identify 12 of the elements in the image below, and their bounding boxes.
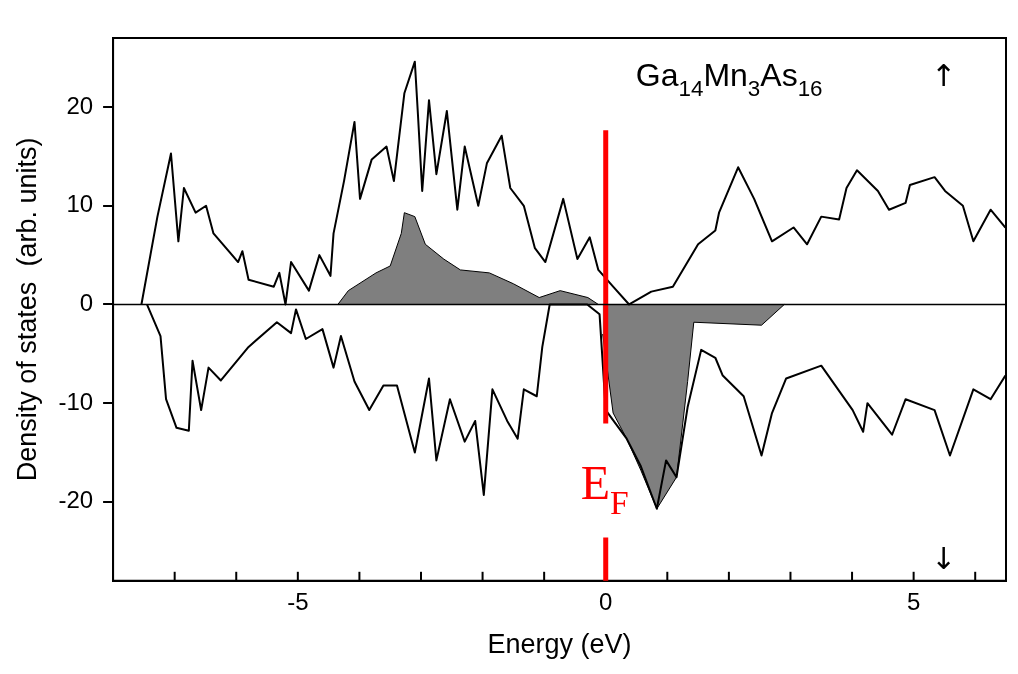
y-tick-label: 10: [66, 190, 94, 218]
annotation: ↓: [930, 540, 957, 576]
x-tick-label: 5: [906, 587, 921, 615]
y-tick-label: 20: [66, 91, 94, 119]
y-tick-label: 0: [79, 289, 94, 317]
y-tick-label: -10: [58, 387, 94, 415]
y-tick-label: -20: [58, 486, 94, 514]
x-axis-title: Energy (eV): [487, 629, 632, 660]
x-tick-label: 0: [599, 587, 613, 615]
x-tick-label: -5: [287, 587, 309, 615]
annotation: ↑: [930, 58, 957, 93]
y-axis-title: Density of states (arb. units): [11, 137, 42, 482]
